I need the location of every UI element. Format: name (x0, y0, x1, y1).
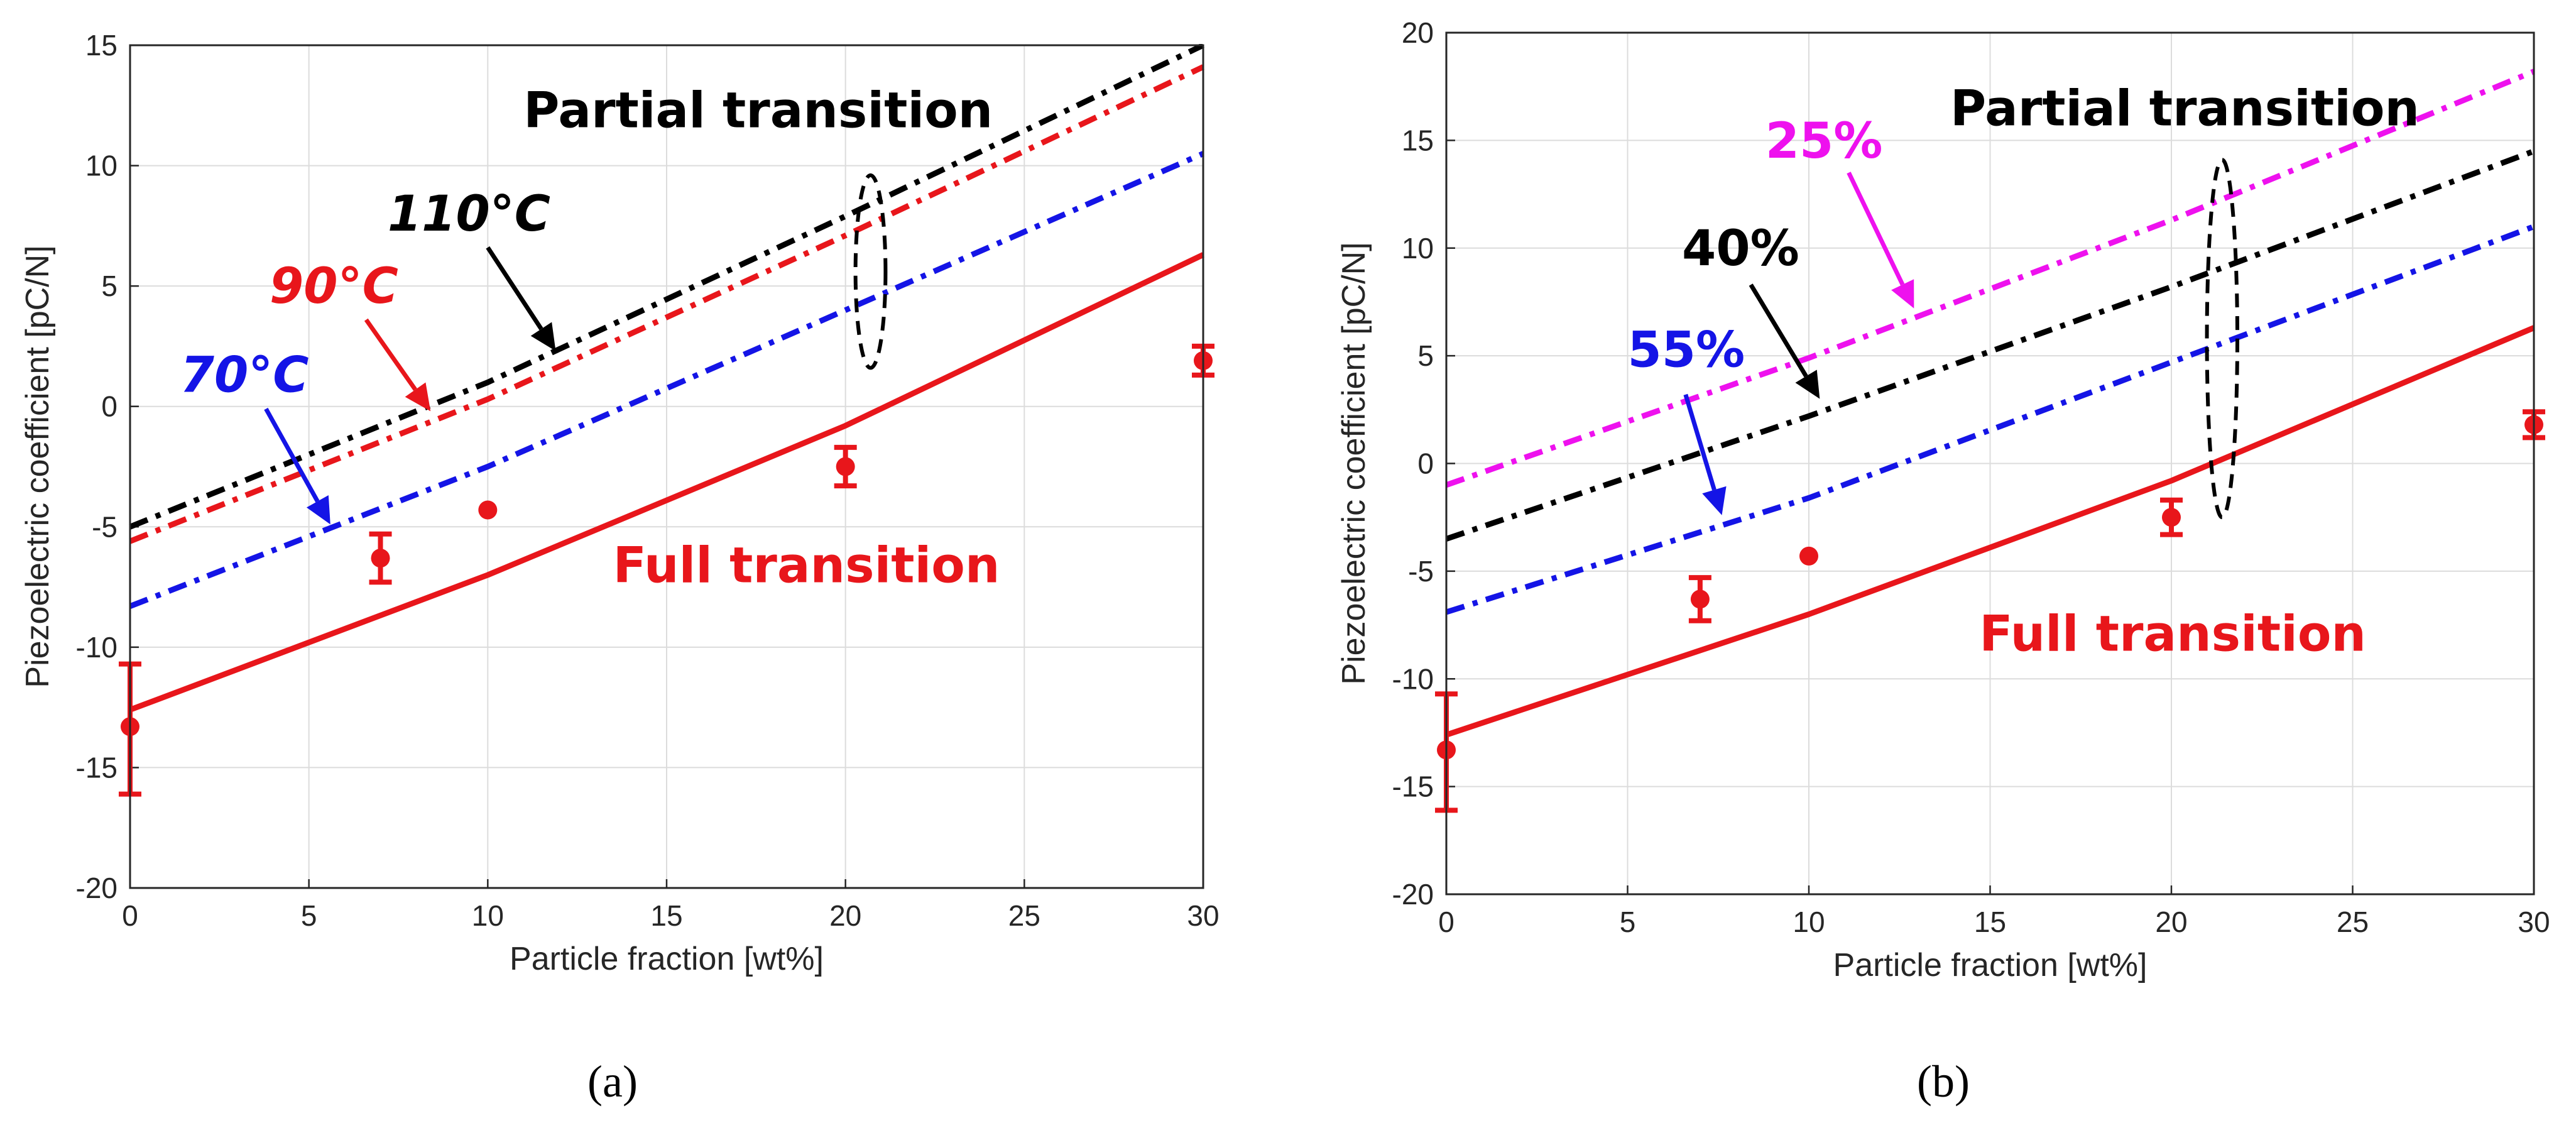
arrow-shaft (486, 246, 543, 331)
measurement-point (478, 500, 498, 520)
arrow-head (405, 382, 431, 412)
x-axis-label: Particle fraction [wt%] (1833, 947, 2148, 983)
y-tick-label: -20 (1392, 878, 1434, 911)
x-tick-label: 5 (1620, 906, 1636, 938)
annotation-label: Partial transition (523, 82, 993, 139)
panel-caption-a: (a) (587, 1056, 638, 1107)
annotation-label: 25% (1766, 113, 1883, 170)
y-tick-label: 15 (85, 29, 117, 62)
x-tick-label: 15 (650, 899, 682, 932)
x-tick-label: 10 (472, 899, 504, 932)
arrow-shaft (1683, 393, 1716, 491)
y-tick-label: 0 (101, 390, 117, 423)
measurement-point (2160, 497, 2183, 537)
annotation-label: 90°C (270, 258, 398, 315)
series-line-black-a (129, 44, 1204, 530)
y-tick-label: -15 (1392, 770, 1434, 803)
measurement-point (1688, 575, 1711, 623)
y-tick-label: 15 (1402, 124, 1434, 156)
annotation-label: 40% (1682, 221, 1799, 277)
arrow-head (530, 322, 556, 351)
data-marker (836, 457, 855, 476)
measurement-point (1799, 546, 1818, 566)
series-line-black-b (1445, 148, 2535, 542)
arrow-head (1795, 370, 1820, 399)
series-line-blue-a (129, 151, 1204, 609)
y-axis-label: Piezoelectric coefficient [pC/N] (19, 245, 56, 687)
measurement-point (369, 531, 392, 585)
arrow-shaft (1847, 172, 1905, 286)
partial-transition-ellipse (853, 173, 888, 370)
y-tick-label: 20 (1402, 16, 1434, 49)
x-tick-label: 0 (122, 899, 138, 932)
series-group-a (129, 44, 1204, 713)
data-marker (2162, 508, 2181, 527)
data-marker (478, 500, 498, 520)
y-tick-label: -10 (76, 631, 117, 664)
panel-caption-b: (b) (1917, 1056, 1970, 1107)
x-tick-label: 10 (1793, 906, 1825, 938)
series-line-red-a (129, 252, 1204, 713)
y-tick-label: 10 (85, 150, 117, 182)
x-tick-label: 0 (1438, 906, 1454, 938)
y-tick-label: -5 (92, 510, 117, 543)
y-axis-label: Piezoelectric coefficient [pC/N] (1336, 242, 1372, 684)
annotation-label: 55% (1628, 322, 1745, 378)
axes-frame-a (129, 44, 1204, 889)
y-tick-label: 0 (1417, 447, 1434, 480)
y-tick-label: 5 (1417, 339, 1434, 372)
axes-frame-b (1445, 31, 2535, 896)
arrow-shaft (364, 318, 417, 392)
arrow-head (306, 495, 330, 525)
x-tick-label: 30 (1187, 899, 1219, 932)
y-tick-label: -15 (76, 751, 117, 784)
y-tick-label: -10 (1392, 662, 1434, 695)
annotation-arrow (364, 318, 431, 412)
x-tick-label: 25 (1008, 899, 1040, 932)
y-tick-label: 5 (101, 270, 117, 302)
series-line-magenta-b (1445, 68, 2535, 488)
annotation-arrow (1749, 283, 1820, 399)
x-tick-label: 30 (2518, 906, 2550, 938)
annotation-arrow (264, 407, 330, 525)
data-marker (1690, 589, 1710, 609)
annotation-label: Full transition (613, 537, 1000, 594)
y-tick-label: -20 (76, 872, 117, 904)
annotation-arrow (486, 246, 556, 351)
data-marker (1799, 546, 1818, 566)
series-line-red-a (129, 64, 1204, 544)
data-marker (371, 549, 390, 568)
x-tick-label: 25 (2337, 906, 2369, 938)
series-line-blue-b (1445, 224, 2535, 615)
arrow-head (1702, 486, 1727, 515)
arrow-shaft (1749, 283, 1808, 378)
annotation-label: 110°C (388, 186, 550, 243)
annotation-arrow (1683, 393, 1727, 515)
annotation-arrow (1847, 172, 1914, 309)
arrow-shaft (264, 407, 320, 503)
y-tick-label: -5 (1408, 555, 1434, 588)
annotation-label: 70°C (180, 348, 309, 404)
annotation-label: Full transition (1979, 606, 2366, 663)
x-axis-label: Particle fraction [wt%] (510, 941, 824, 977)
x-tick-label: 15 (1974, 906, 2006, 938)
y-tick-label: 10 (1402, 232, 1434, 265)
chart-panel-a: 0 5 10 15 20 25 30 -20 -15 -10 -5 0 5 10 15 Particle fr… (19, 29, 1220, 1107)
chart-panel-b: 0 5 10 15 20 25 30-20-15-10-505101520Particle … (1336, 16, 2550, 1107)
x-tick-label: 5 (301, 899, 317, 932)
x-tick-label: 20 (829, 899, 861, 932)
annotation-label: Partial transition (1950, 80, 2420, 137)
measurement-point (834, 444, 857, 489)
series-line-red-b (1445, 325, 2535, 738)
series-group-b (1445, 68, 2535, 738)
x-tick-label: 20 (2155, 906, 2187, 938)
arrow-head (1891, 279, 1914, 309)
